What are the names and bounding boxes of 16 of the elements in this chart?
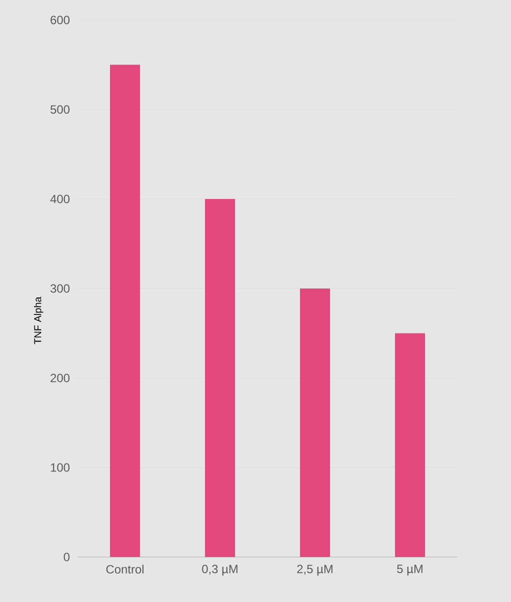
bar [395, 333, 425, 557]
y-tick-label: 300 [50, 284, 70, 293]
bar [205, 199, 235, 557]
x-tick-label: 5 µM [397, 564, 422, 576]
y-tick-label: 400 [50, 194, 70, 204]
bar [110, 64, 140, 557]
y-axis-title: TNF Alpha [34, 296, 44, 344]
x-tick-label: Control [106, 564, 144, 574]
y-tick-label: 0 [64, 552, 70, 562]
bar [300, 288, 330, 557]
y-tick-label: 100 [50, 463, 70, 472]
x-tick-label: 0,3 µM [202, 564, 238, 576]
y-tick-label: 200 [50, 374, 70, 382]
y-tick-label: 600 [50, 16, 70, 24]
y-tick-label: 500 [50, 105, 70, 114]
x-tick-label: 2,5 µM [297, 564, 332, 576]
